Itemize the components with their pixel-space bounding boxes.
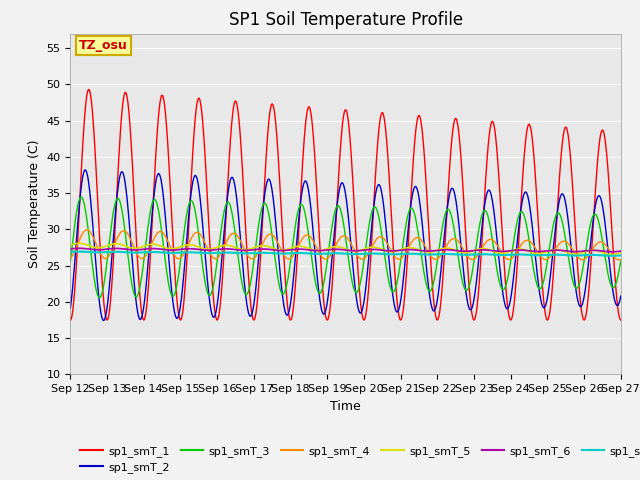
sp1_smT_5 — [608, 252, 616, 257]
sp1_smT_1 — [67, 317, 74, 323]
Title: SP1 Soil Temperature Profile: SP1 Soil Temperature Profile — [228, 11, 463, 29]
sp1_smT_7 — [322, 251, 330, 256]
sp1_smT_7 — [609, 253, 616, 259]
sp1_smT_4 — [615, 257, 623, 263]
sp1_smT_2 — [322, 307, 330, 312]
sp1_smT_6 — [608, 249, 616, 255]
sp1_smT_6 — [132, 247, 140, 253]
sp1_smT_1 — [85, 86, 93, 92]
sp1_smT_1 — [132, 226, 140, 231]
sp1_smT_2 — [312, 262, 320, 267]
sp1_smT_1 — [322, 313, 330, 319]
sp1_smT_2 — [381, 209, 388, 215]
sp1_smT_1 — [109, 257, 117, 263]
sp1_smT_4 — [83, 227, 91, 233]
Legend: sp1_smT_1, sp1_smT_2, sp1_smT_3, sp1_smT_4, sp1_smT_5, sp1_smT_6, sp1_smT_7: sp1_smT_1, sp1_smT_2, sp1_smT_3, sp1_smT… — [76, 441, 640, 478]
sp1_smT_3 — [322, 267, 330, 273]
sp1_smT_2 — [301, 179, 308, 184]
sp1_smT_7 — [132, 250, 140, 255]
sp1_smT_4 — [300, 233, 308, 239]
Line: sp1_smT_4: sp1_smT_4 — [70, 230, 621, 260]
sp1_smT_2 — [81, 167, 89, 173]
sp1_smT_2 — [617, 293, 625, 299]
sp1_smT_6 — [109, 246, 117, 252]
sp1_smT_3 — [132, 294, 140, 300]
sp1_smT_6 — [300, 247, 308, 252]
sp1_smT_3 — [312, 282, 320, 288]
sp1_smT_4 — [617, 257, 625, 263]
sp1_smT_7 — [300, 250, 308, 256]
sp1_smT_7 — [67, 249, 74, 255]
sp1_smT_6 — [380, 248, 388, 253]
sp1_smT_7 — [617, 252, 625, 258]
sp1_smT_4 — [109, 244, 117, 250]
sp1_smT_5 — [76, 240, 83, 246]
Y-axis label: Soil Temperature (C): Soil Temperature (C) — [28, 140, 41, 268]
sp1_smT_5 — [109, 241, 117, 247]
sp1_smT_7 — [75, 249, 83, 254]
Line: sp1_smT_7: sp1_smT_7 — [70, 252, 621, 256]
Line: sp1_smT_1: sp1_smT_1 — [70, 89, 621, 320]
sp1_smT_7 — [109, 249, 117, 255]
sp1_smT_3 — [67, 258, 74, 264]
sp1_smT_1 — [312, 168, 319, 174]
sp1_smT_3 — [617, 258, 625, 264]
sp1_smT_4 — [380, 236, 388, 241]
sp1_smT_5 — [380, 247, 388, 253]
X-axis label: Time: Time — [330, 400, 361, 413]
sp1_smT_4 — [322, 256, 330, 262]
Line: sp1_smT_5: sp1_smT_5 — [70, 243, 621, 254]
sp1_smT_6 — [67, 246, 74, 252]
sp1_smT_4 — [132, 249, 140, 254]
Text: TZ_osu: TZ_osu — [79, 39, 127, 52]
Line: sp1_smT_3: sp1_smT_3 — [70, 197, 621, 298]
sp1_smT_6 — [322, 247, 330, 253]
sp1_smT_2 — [110, 231, 118, 237]
sp1_smT_5 — [322, 246, 330, 252]
sp1_smT_3 — [301, 209, 308, 215]
Line: sp1_smT_2: sp1_smT_2 — [70, 170, 621, 321]
sp1_smT_5 — [617, 250, 625, 255]
sp1_smT_4 — [312, 243, 319, 249]
sp1_smT_6 — [76, 245, 83, 251]
sp1_smT_1 — [617, 317, 625, 323]
sp1_smT_4 — [67, 255, 74, 261]
sp1_smT_6 — [617, 248, 625, 254]
sp1_smT_2 — [100, 318, 108, 324]
sp1_smT_3 — [381, 250, 388, 256]
sp1_smT_5 — [312, 248, 319, 253]
sp1_smT_3 — [95, 295, 103, 300]
sp1_smT_3 — [77, 194, 85, 200]
sp1_smT_3 — [110, 207, 118, 213]
sp1_smT_5 — [132, 245, 140, 251]
sp1_smT_7 — [380, 251, 388, 257]
sp1_smT_1 — [380, 114, 388, 120]
sp1_smT_5 — [300, 244, 308, 250]
sp1_smT_5 — [67, 242, 74, 248]
Line: sp1_smT_6: sp1_smT_6 — [70, 248, 621, 252]
sp1_smT_7 — [312, 251, 319, 257]
sp1_smT_2 — [67, 305, 74, 311]
sp1_smT_6 — [312, 248, 319, 253]
sp1_smT_2 — [132, 299, 140, 305]
sp1_smT_1 — [300, 135, 308, 141]
